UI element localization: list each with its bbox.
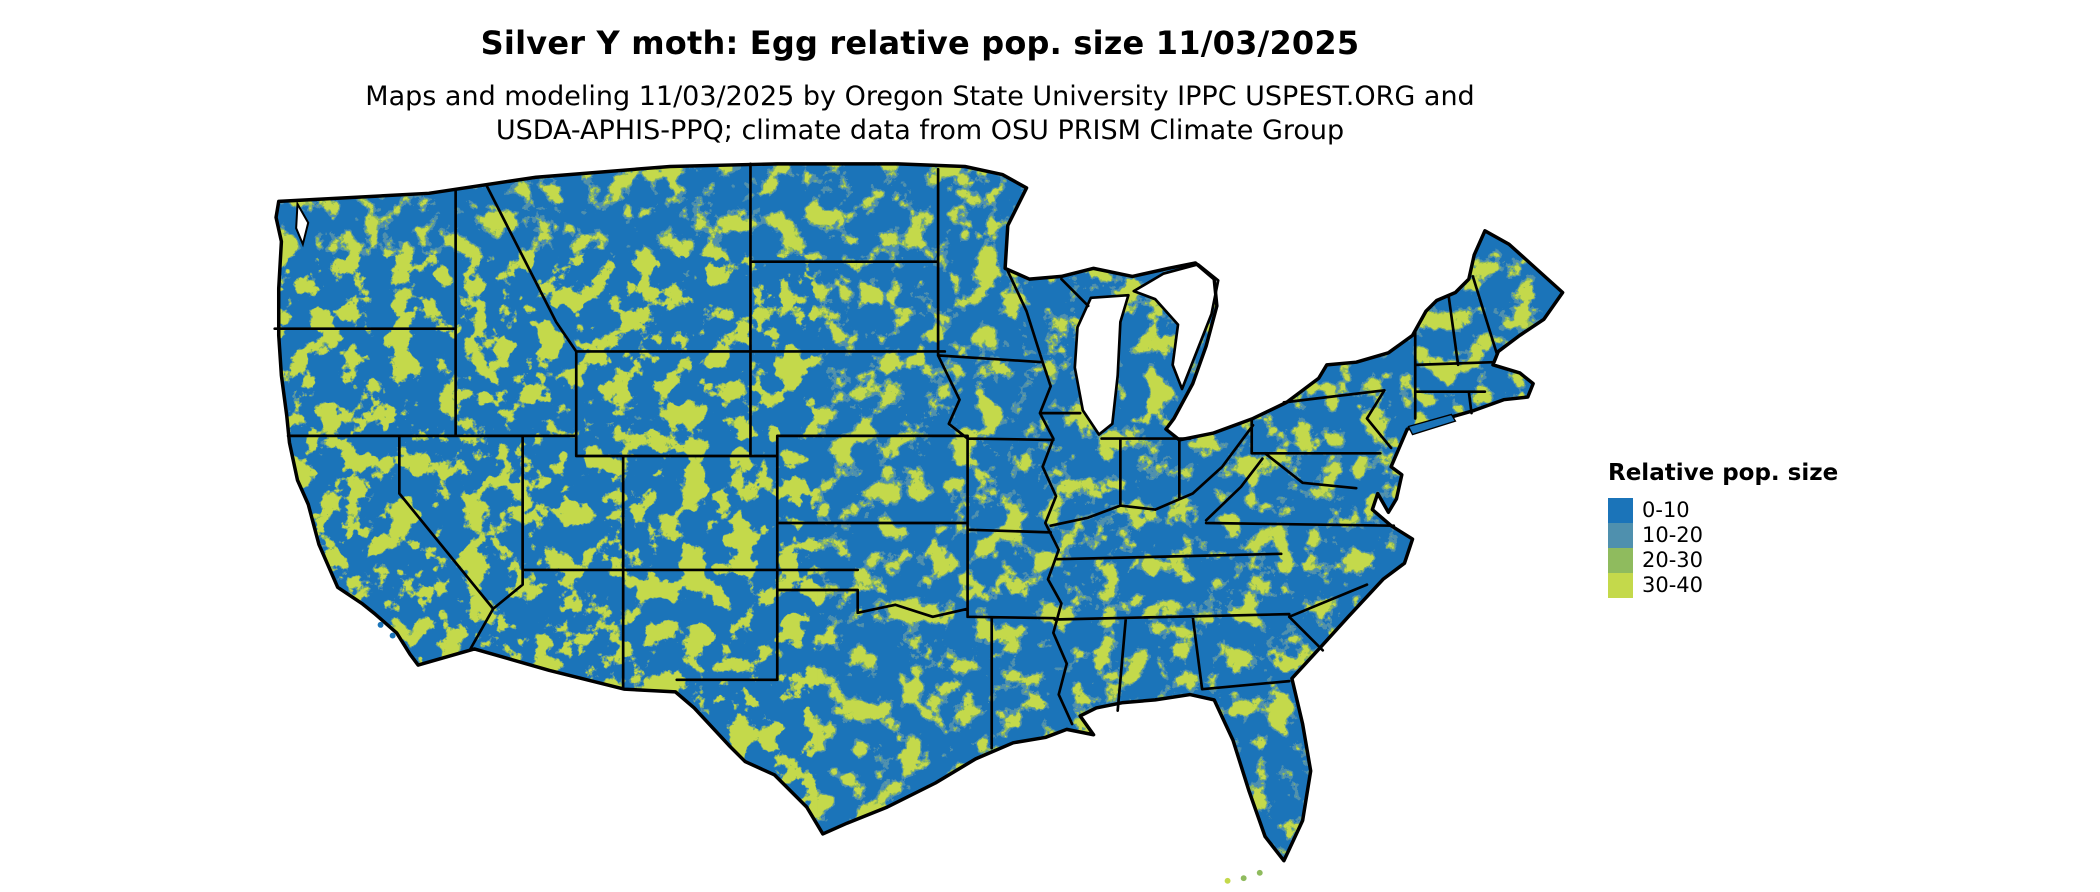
puget-sound [295,200,310,248]
map-subtitle-line1: Maps and modeling 11/03/2025 by Oregon S… [365,81,1475,112]
long-island [1407,413,1457,436]
legend: Relative pop. size 0-10 10-20 20-30 30-4… [1608,460,1838,598]
map-subtitle-line2: USDA-APHIS-PPQ; climate data from OSU PR… [495,115,1345,146]
legend-swatch-30-40 [1608,573,1633,598]
legend-label-10-20: 10-20 [1642,523,1704,547]
florida-keys [1224,869,1263,884]
legend-swatch-20-30 [1608,548,1633,573]
state-borders [273,162,1499,750]
legend-item: 20-30 [1608,548,1838,573]
us-map-svg [273,162,1565,884]
map-subtitle: Maps and modeling 11/03/2025 by Oregon S… [0,80,1840,148]
us-population-map [268,160,1568,886]
legend-item: 10-20 [1608,523,1838,548]
legend-label-20-30: 20-30 [1642,548,1704,572]
legend-swatch-0-10 [1608,498,1633,523]
legend-item: 0-10 [1608,498,1838,523]
legend-title: Relative pop. size [1608,460,1839,486]
us-border-outline [274,162,1565,863]
page-title: Silver Y moth: Egg relative pop. size 11… [480,24,1360,62]
legend-item: 30-40 [1608,573,1838,598]
legend-label-30-40: 30-40 [1642,573,1704,597]
legend-label-0-10: 0-10 [1642,498,1690,522]
lake-michigan [1073,293,1130,436]
legend-swatch-10-20 [1608,523,1633,548]
lake-huron [1132,263,1220,391]
channel-islands [377,621,396,639]
